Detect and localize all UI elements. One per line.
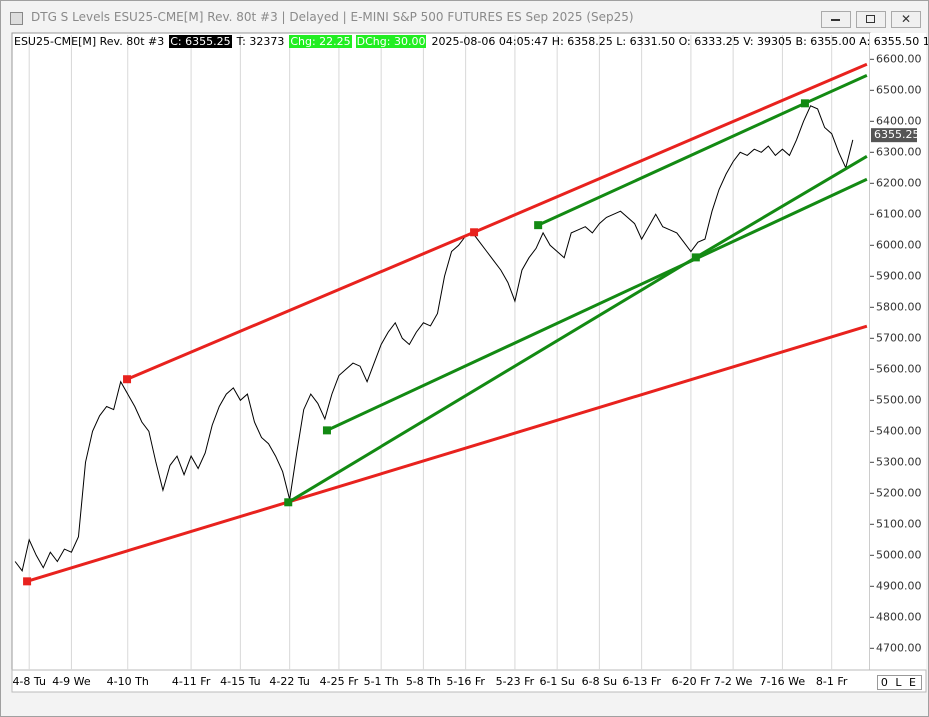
anchor-marker — [470, 228, 479, 237]
x-tick-label: 6-20 Fr — [672, 675, 711, 688]
tick-count: T: 32373 — [236, 34, 285, 48]
x-tick-label: 6-1 Su — [539, 675, 574, 688]
x-tick-label: 5-1 Th — [364, 675, 399, 688]
window-title: DTG S Levels ESU25-CME[M] Rev. 80t #3 | … — [31, 10, 634, 24]
x-tick-label: 7-2 We — [714, 675, 753, 688]
y-tick-label: 5400.00 — [876, 424, 922, 437]
anchor-marker — [800, 99, 809, 108]
trend-line — [26, 324, 868, 583]
anchor-marker — [23, 577, 32, 586]
x-tick-label: 4-25 Fr — [320, 675, 359, 688]
price-line — [14, 105, 854, 572]
plot-area — [11, 32, 871, 671]
y-tick-label: 4800.00 — [876, 610, 922, 623]
info-bar: ESU25-CME[M] Rev. 80t #3 C: 6355.25 T: 3… — [13, 33, 928, 49]
minimize-button[interactable] — [821, 11, 851, 28]
x-tick-label: 4-8 Tu — [12, 675, 45, 688]
y-tick-label: 5900.00 — [876, 269, 922, 282]
x-tick-label: 4-11 Fr — [172, 675, 211, 688]
x-tick-label: 5-23 Fr — [496, 675, 535, 688]
x-tick-label: 5-8 Th — [406, 675, 441, 688]
title-bar: DTG S Levels ESU25-CME[M] Rev. 80t #3 | … — [1, 1, 928, 33]
daily-change: DChg: 30.00 — [355, 34, 427, 48]
anchor-marker — [284, 498, 293, 507]
close-button[interactable]: ✕ — [891, 11, 921, 28]
close-price: C: 6355.25 — [169, 34, 232, 48]
anchor-marker — [322, 426, 331, 435]
last-price-tag — [871, 128, 917, 143]
x-tick-label: 6-8 Su — [582, 675, 617, 688]
y-tick-label: 5500.00 — [876, 393, 922, 406]
quote-details: 2025-08-06 04:05:47 H: 6358.25 L: 6331.5… — [431, 34, 928, 48]
x-tick-label: 5-16 Fr — [446, 675, 485, 688]
symbol: ESU25-CME[M] Rev. 80t #3 — [14, 34, 165, 48]
y-tick-label: 5100.00 — [876, 517, 922, 530]
y-tick-label: 6100.00 — [876, 207, 922, 220]
y-tick-label: 6600.00 — [876, 52, 922, 65]
y-tick-label: 5300.00 — [876, 455, 922, 468]
y-tick-label: 5700.00 — [876, 331, 922, 344]
x-tick-label: 6-13 Fr — [622, 675, 661, 688]
y-tick-label: 6200.00 — [876, 176, 922, 189]
status-indicator: 0 L E — [876, 675, 922, 690]
y-tick-label: 5000.00 — [876, 548, 922, 561]
x-tick-label: 4-10 Th — [107, 675, 149, 688]
x-axis-area — [11, 669, 927, 693]
x-tick-label: 7-16 We — [760, 675, 806, 688]
app-icon — [10, 12, 23, 25]
change: Chg: 22.25 — [289, 34, 352, 48]
y-tick-label: 6500.00 — [876, 83, 922, 96]
y-tick-label: 6400.00 — [876, 114, 922, 127]
x-tick-label: 4-9 We — [52, 675, 91, 688]
maximize-button[interactable] — [856, 11, 886, 28]
x-tick-label: 4-22 Tu — [269, 675, 309, 688]
trend-line — [326, 177, 868, 432]
y-tick-label: 5800.00 — [876, 300, 922, 313]
anchor-marker — [534, 221, 543, 230]
y-tick-label: 4700.00 — [876, 641, 922, 654]
y-tick-label: 5200.00 — [876, 486, 922, 499]
y-tick-label: 4900.00 — [876, 579, 922, 592]
last-price-label: 6355.25 — [874, 128, 920, 141]
y-tick-label: 6300.00 — [876, 145, 922, 158]
y-tick-label: 6000.00 — [876, 238, 922, 251]
x-tick-label: 8-1 Fr — [816, 675, 848, 688]
anchor-marker — [123, 375, 132, 384]
y-tick-label: 5600.00 — [876, 362, 922, 375]
x-tick-label: 4-15 Tu — [220, 675, 260, 688]
